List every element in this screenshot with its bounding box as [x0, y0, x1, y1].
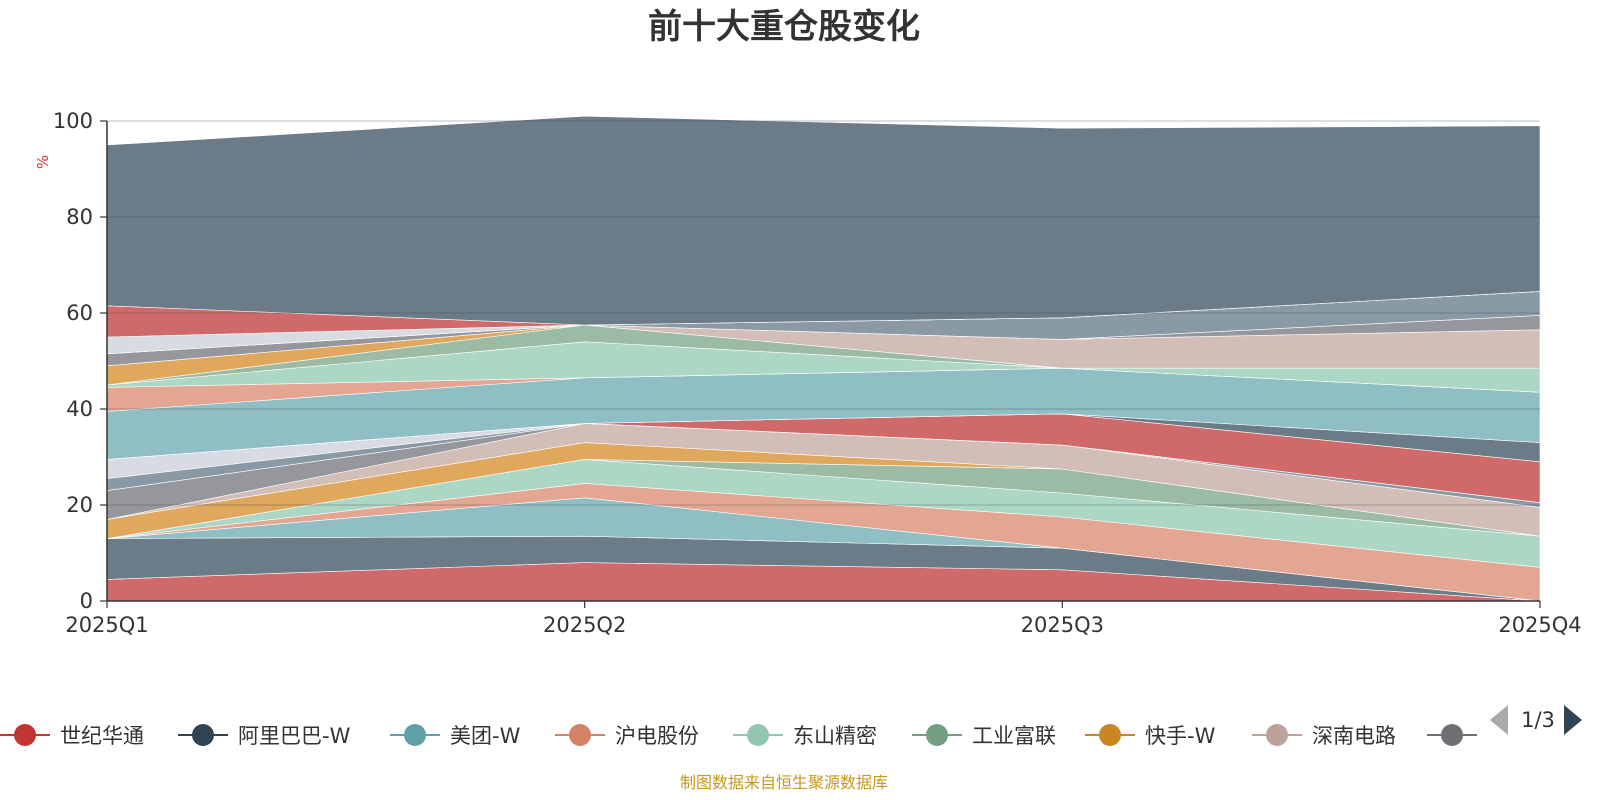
legend-marker-icon: [747, 724, 769, 746]
legend-label: 工业富联: [972, 724, 1056, 748]
legend-pager: 1/3: [1490, 705, 1582, 735]
legend-item[interactable]: 东山精密: [733, 724, 877, 748]
data-source: 制图数据来自恒生聚源数据库: [680, 773, 888, 792]
axes: 0 20 40 60 80 100 2025Q1 2025Q2 2025Q3 2025Q4: [53, 109, 1582, 637]
legend-label: 阿里巴巴-W: [238, 724, 351, 748]
legend-label: 世纪华通: [60, 724, 144, 748]
legend-marker-icon: [404, 724, 426, 746]
pager-next-icon[interactable]: [1564, 705, 1582, 735]
gridlines: [107, 120, 1540, 506]
x-tick-label: 2025Q4: [1498, 613, 1581, 637]
legend-marker-icon: [1441, 724, 1463, 746]
y-tick-label: 100: [53, 109, 93, 133]
legend-label: 深南电路: [1312, 724, 1396, 748]
legend: 世纪华通 阿里巴巴-W 美团-W 沪电股份 东山精密 工业富联 快手-W 深南电路: [0, 724, 1477, 748]
legend-item[interactable]: 世纪华通: [0, 724, 144, 748]
legend-marker-icon: [1266, 724, 1288, 746]
legend-page-indicator: 1/3: [1521, 708, 1555, 732]
legend-label: 沪电股份: [615, 724, 699, 748]
legend-label: 快手-W: [1145, 724, 1216, 748]
legend-marker-icon: [1099, 724, 1121, 746]
y-tick-label: 60: [66, 301, 93, 325]
y-tick-label: 40: [66, 397, 93, 421]
y-tick-label: 0: [80, 589, 93, 613]
legend-item[interactable]: 深南电路: [1252, 724, 1396, 748]
legend-marker-icon: [569, 724, 591, 746]
legend-item[interactable]: 阿里巴巴-W: [178, 724, 351, 748]
legend-label: 东山精密: [793, 724, 877, 748]
x-tick-label: 2025Q1: [65, 613, 148, 637]
y-tick-label: 20: [66, 493, 93, 517]
legend-item[interactable]: 工业富联: [912, 724, 1056, 748]
x-tick-label: 2025Q2: [543, 613, 626, 637]
stacked-areas: [106, 115, 1541, 602]
legend-item[interactable]: 快手-W: [1085, 724, 1216, 748]
legend-marker-icon: [14, 724, 36, 746]
legend-marker-icon: [192, 724, 214, 746]
legend-label: 美团-W: [450, 724, 521, 748]
chart-title: 前十大重仓股变化: [648, 7, 920, 47]
area-series-23: [106, 115, 1541, 326]
y-tick-label: 80: [66, 205, 93, 229]
legend-item[interactable]: [1427, 724, 1477, 746]
pager-prev-icon[interactable]: [1490, 705, 1508, 735]
legend-item[interactable]: 沪电股份: [555, 724, 699, 748]
x-tick-label: 2025Q3: [1021, 613, 1104, 637]
legend-marker-icon: [926, 724, 948, 746]
y-axis-unit: %: [34, 155, 52, 169]
legend-item[interactable]: 美团-W: [390, 724, 521, 748]
